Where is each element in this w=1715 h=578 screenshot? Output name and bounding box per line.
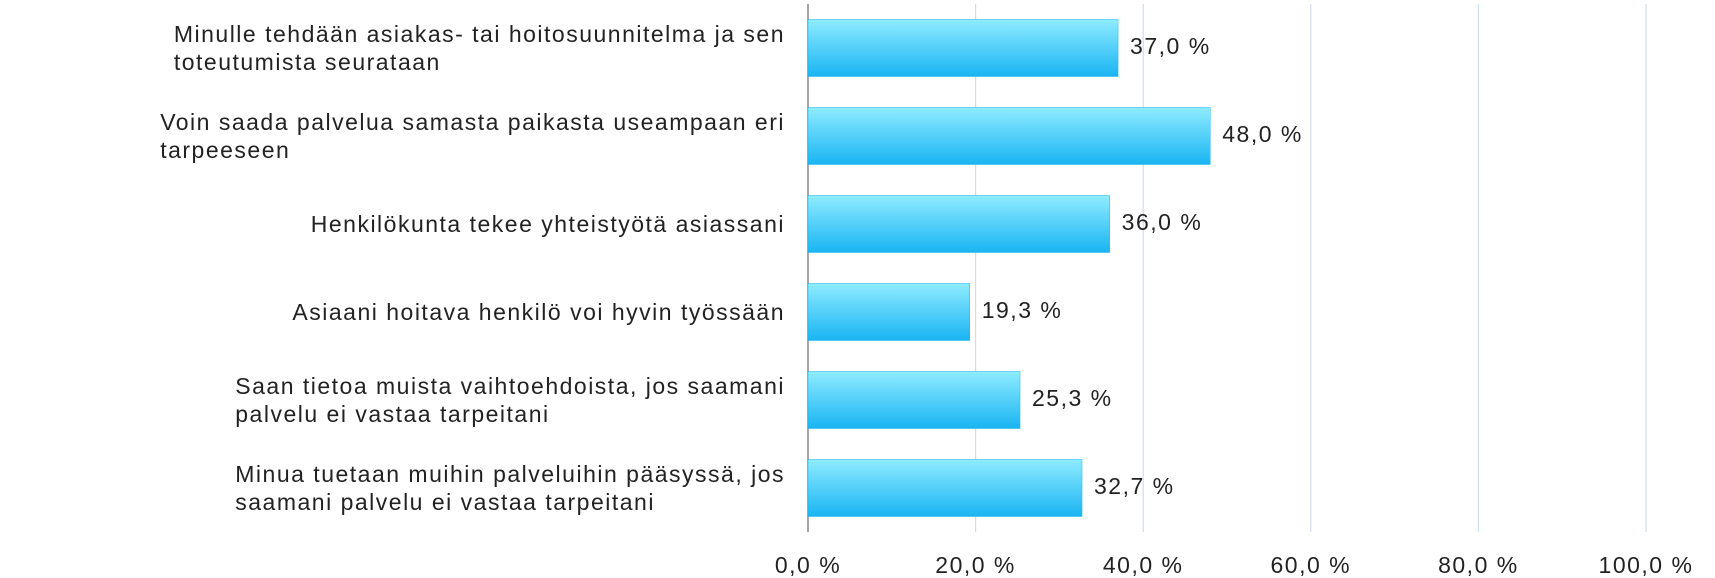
- bar: [807, 19, 1119, 77]
- category-text: Henkilökunta tekee yhteistyötä asiassani: [310, 211, 785, 237]
- value-label: 36,0 %: [1122, 209, 1203, 235]
- x-tick-label: 0,0 %: [775, 552, 841, 578]
- category-label: Minulle tehdään asiakas- tai hoitosuunni…: [0, 20, 785, 76]
- value-label: 37,0 %: [1130, 33, 1211, 59]
- x-tick-label: 60,0 %: [1270, 552, 1351, 578]
- value-label: 19,3 %: [982, 297, 1063, 323]
- value-label: 48,0 %: [1222, 121, 1303, 147]
- category-text: Asiaani hoitava henkilö voi hyvin työssä…: [292, 299, 785, 325]
- category-label: Asiaani hoitava henkilö voi hyvin työssä…: [0, 298, 785, 326]
- value-label: 32,7 %: [1094, 473, 1175, 499]
- category-text: Minua tuetaan muihin palveluihin pääsyss…: [235, 461, 785, 515]
- category-text: Voin saada palvelua samasta paikasta use…: [160, 109, 785, 163]
- category-label: Voin saada palvelua samasta paikasta use…: [0, 108, 785, 164]
- bar: [807, 195, 1110, 253]
- x-tick-label: 100,0 %: [1599, 552, 1694, 578]
- x-tick-label: 80,0 %: [1438, 552, 1519, 578]
- category-text: Saan tietoa muista vaihtoehdoista, jos s…: [235, 373, 785, 427]
- value-label: 25,3 %: [1032, 385, 1113, 411]
- bar: [807, 107, 1211, 165]
- x-tick-label: 40,0 %: [1103, 552, 1184, 578]
- bar: [807, 459, 1083, 517]
- category-text: Minulle tehdään asiakas- tai hoitosuunni…: [173, 21, 785, 75]
- category-label: Minua tuetaan muihin palveluihin pääsyss…: [0, 460, 785, 516]
- x-tick-label: 20,0 %: [935, 552, 1016, 578]
- category-label: Henkilökunta tekee yhteistyötä asiassani: [0, 210, 785, 238]
- bar: [807, 371, 1021, 429]
- category-label: Saan tietoa muista vaihtoehdoista, jos s…: [0, 372, 785, 428]
- bar: [807, 283, 970, 341]
